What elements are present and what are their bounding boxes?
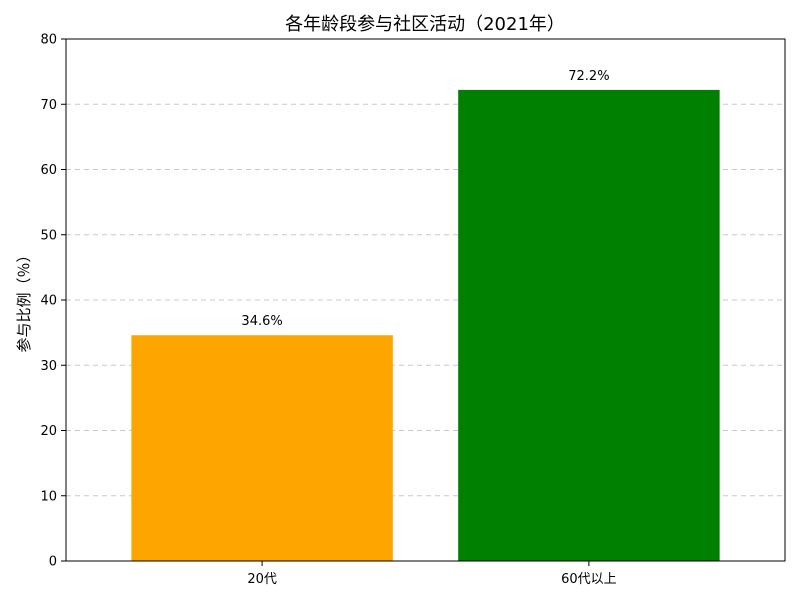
y-tick-label: 60	[40, 163, 57, 178]
y-tick-label: 50	[40, 228, 57, 243]
y-tick-label: 0	[49, 555, 57, 570]
bar-60s-plus	[458, 89, 720, 562]
plot-frame	[65, 38, 786, 562]
x-axis-ticks: 20代 60代以上	[247, 561, 617, 587]
data-label: 34.6%	[241, 314, 282, 329]
x-tick-label: 20代	[247, 572, 277, 587]
y-tick-label: 40	[40, 294, 57, 309]
y-tick-label: 10	[40, 489, 57, 504]
bar-20s	[131, 335, 393, 561]
chart-title: 各年龄段参与社区活动（2021年）	[285, 14, 565, 35]
data-label: 72.2%	[568, 69, 609, 84]
y-tick-label: 70	[40, 98, 57, 113]
y-tick-label: 80	[40, 33, 57, 48]
y-tick-label: 20	[40, 424, 57, 439]
y-axis-label: 参与比例（％）	[15, 247, 33, 352]
y-axis-ticks: 0 10 20 30 40 50 60 70 80	[40, 33, 66, 570]
bars-group	[131, 89, 720, 562]
y-tick-label: 30	[40, 359, 57, 374]
data-labels-group: 34.6% 72.2%	[241, 69, 609, 329]
x-tick-label: 60代以上	[561, 572, 617, 587]
